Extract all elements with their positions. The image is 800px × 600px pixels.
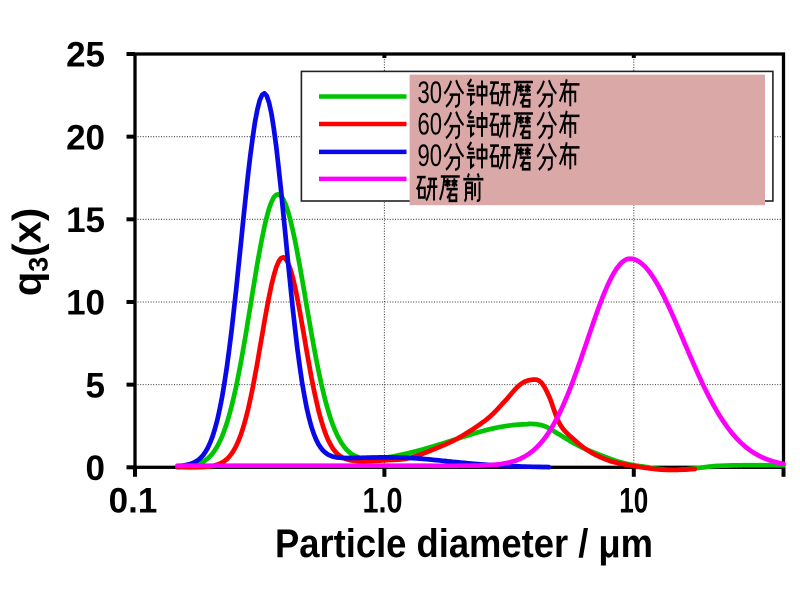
svg-text:25: 25 <box>66 36 105 75</box>
svg-text:0.1: 0.1 <box>109 482 158 521</box>
svg-text:5: 5 <box>86 366 105 405</box>
svg-text:90: 90 <box>418 138 443 173</box>
svg-text:15: 15 <box>66 201 105 240</box>
svg-text:60: 60 <box>418 107 443 142</box>
svg-text:0: 0 <box>86 449 105 488</box>
svg-text:q3(x): q3(x) <box>6 208 54 296</box>
svg-text:10: 10 <box>66 284 105 323</box>
svg-text:20: 20 <box>66 118 105 157</box>
svg-text:30: 30 <box>418 75 443 110</box>
svg-text:10: 10 <box>619 482 648 521</box>
svg-text:Particle diameter / μm: Particle diameter / μm <box>275 522 653 566</box>
svg-text:1.0: 1.0 <box>363 482 403 521</box>
